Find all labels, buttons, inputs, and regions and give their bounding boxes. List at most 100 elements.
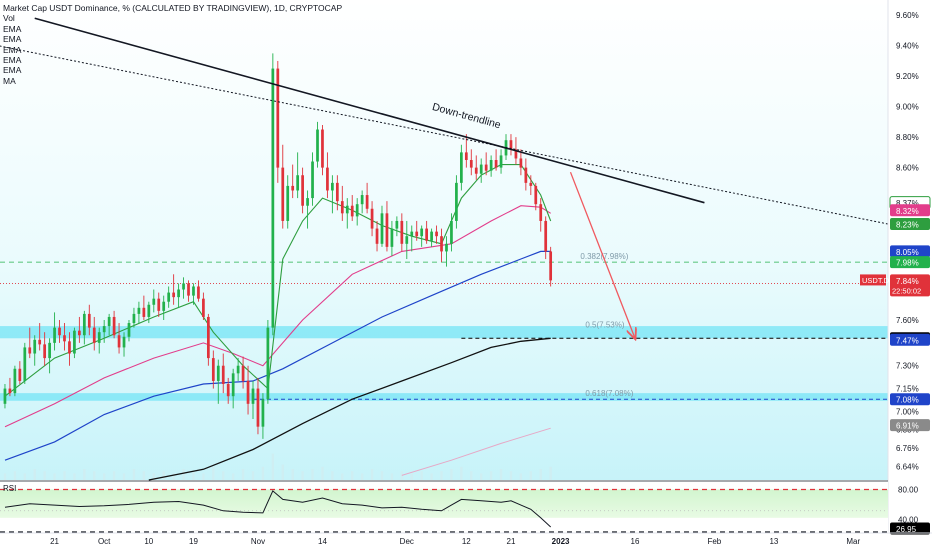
candle-body[interactable] xyxy=(331,182,334,191)
legend-item-vol[interactable]: Vol xyxy=(3,13,15,24)
candle-body[interactable] xyxy=(450,220,453,244)
candle-body[interactable] xyxy=(246,380,250,404)
candle-body[interactable] xyxy=(53,327,56,343)
candle-body[interactable] xyxy=(345,205,349,214)
candle-body[interactable] xyxy=(107,316,111,327)
candle-body[interactable] xyxy=(291,185,295,191)
candle-body[interactable] xyxy=(544,220,548,252)
candle-body[interactable] xyxy=(152,298,156,305)
candle-body[interactable] xyxy=(479,164,483,174)
candle-body[interactable] xyxy=(321,129,324,168)
candle-body[interactable] xyxy=(474,167,478,174)
candle-body[interactable] xyxy=(87,313,91,328)
candle-body[interactable] xyxy=(251,388,255,404)
candle-body[interactable] xyxy=(147,304,151,317)
candle-body[interactable] xyxy=(375,228,379,244)
candle-body[interactable] xyxy=(326,167,329,191)
candle-body[interactable] xyxy=(122,336,126,348)
candle-body[interactable] xyxy=(43,344,47,359)
candle-body[interactable] xyxy=(286,185,290,221)
candle-body[interactable] xyxy=(420,228,424,237)
candle-body[interactable] xyxy=(271,68,275,328)
candle-body[interactable] xyxy=(226,384,230,397)
candle-body[interactable] xyxy=(192,286,195,296)
candle-body[interactable] xyxy=(281,167,285,221)
candle-body[interactable] xyxy=(405,236,409,244)
candle-body[interactable] xyxy=(440,236,443,252)
candle-body[interactable] xyxy=(415,231,419,237)
candle-body[interactable] xyxy=(276,68,280,168)
candle-body[interactable] xyxy=(499,155,503,168)
candle-body[interactable] xyxy=(3,388,7,404)
candle-body[interactable] xyxy=(117,335,121,348)
candle-body[interactable] xyxy=(390,228,394,247)
candle-body[interactable] xyxy=(484,164,488,171)
candle-body[interactable] xyxy=(519,158,523,168)
candle-body[interactable] xyxy=(172,292,175,298)
candle-body[interactable] xyxy=(68,341,71,354)
candle-body[interactable] xyxy=(529,182,533,186)
candle-body[interactable] xyxy=(435,231,438,237)
candle-body[interactable] xyxy=(395,220,399,229)
candle-body[interactable] xyxy=(469,160,473,168)
candle-body[interactable] xyxy=(365,195,369,209)
candle-body[interactable] xyxy=(335,182,339,202)
candle-body[interactable] xyxy=(380,213,384,244)
candle-body[interactable] xyxy=(296,175,300,191)
candle-body[interactable] xyxy=(38,339,42,345)
candle-body[interactable] xyxy=(489,160,493,171)
candle-body[interactable] xyxy=(112,316,116,336)
candle-body[interactable] xyxy=(211,358,215,381)
candle-body[interactable] xyxy=(221,365,225,384)
candle-body[interactable] xyxy=(340,201,344,214)
candle-body[interactable] xyxy=(8,388,12,394)
candle-body[interactable] xyxy=(78,330,81,336)
candle-body[interactable] xyxy=(97,332,101,343)
legend-item-ema[interactable]: EMA xyxy=(3,23,22,34)
candle-body[interactable] xyxy=(132,313,136,324)
candle-body[interactable] xyxy=(18,368,22,381)
candle-body[interactable] xyxy=(236,365,240,374)
candle-body[interactable] xyxy=(33,339,37,354)
candle-body[interactable] xyxy=(534,185,538,205)
candle-body[interactable] xyxy=(539,204,543,221)
candle-body[interactable] xyxy=(524,167,528,183)
candle-body[interactable] xyxy=(256,388,260,427)
candle-body[interactable] xyxy=(216,365,220,381)
candle-body[interactable] xyxy=(261,399,265,427)
candle-body[interactable] xyxy=(241,365,245,381)
candle-body[interactable] xyxy=(187,283,190,296)
candle-body[interactable] xyxy=(28,347,32,354)
candle-body[interactable] xyxy=(355,204,359,217)
candle-body[interactable] xyxy=(63,335,66,342)
candle-body[interactable] xyxy=(455,182,458,221)
legend-item-ema[interactable]: EMA xyxy=(3,44,22,55)
candle-body[interactable] xyxy=(514,149,518,159)
legend-item-ema[interactable]: EMA xyxy=(3,65,22,76)
candle-body[interactable] xyxy=(350,205,354,217)
candle-body[interactable] xyxy=(182,283,185,290)
candle-body[interactable] xyxy=(167,292,171,302)
candle-body[interactable] xyxy=(459,152,463,183)
candle-body[interactable] xyxy=(137,307,141,314)
candle-body[interactable] xyxy=(425,228,429,241)
candle-body[interactable] xyxy=(58,327,61,336)
candle-body[interactable] xyxy=(48,342,51,359)
candle-body[interactable] xyxy=(23,347,27,381)
candle-body[interactable] xyxy=(202,298,205,317)
down-trendline[interactable] xyxy=(34,17,705,204)
candle-body[interactable] xyxy=(157,298,161,311)
candle-body[interactable] xyxy=(316,129,319,162)
candle-body[interactable] xyxy=(311,161,314,199)
legend-item-ma[interactable]: MA xyxy=(3,75,16,86)
candle-body[interactable] xyxy=(127,323,131,337)
candle-body[interactable] xyxy=(430,231,433,241)
candle-body[interactable] xyxy=(13,368,17,394)
dotted-trendline[interactable] xyxy=(0,38,889,225)
candle-body[interactable] xyxy=(82,313,86,336)
candle-body[interactable] xyxy=(509,140,513,150)
candle-body[interactable] xyxy=(464,152,468,160)
candle-body[interactable] xyxy=(410,231,414,237)
candle-body[interactable] xyxy=(73,330,76,354)
